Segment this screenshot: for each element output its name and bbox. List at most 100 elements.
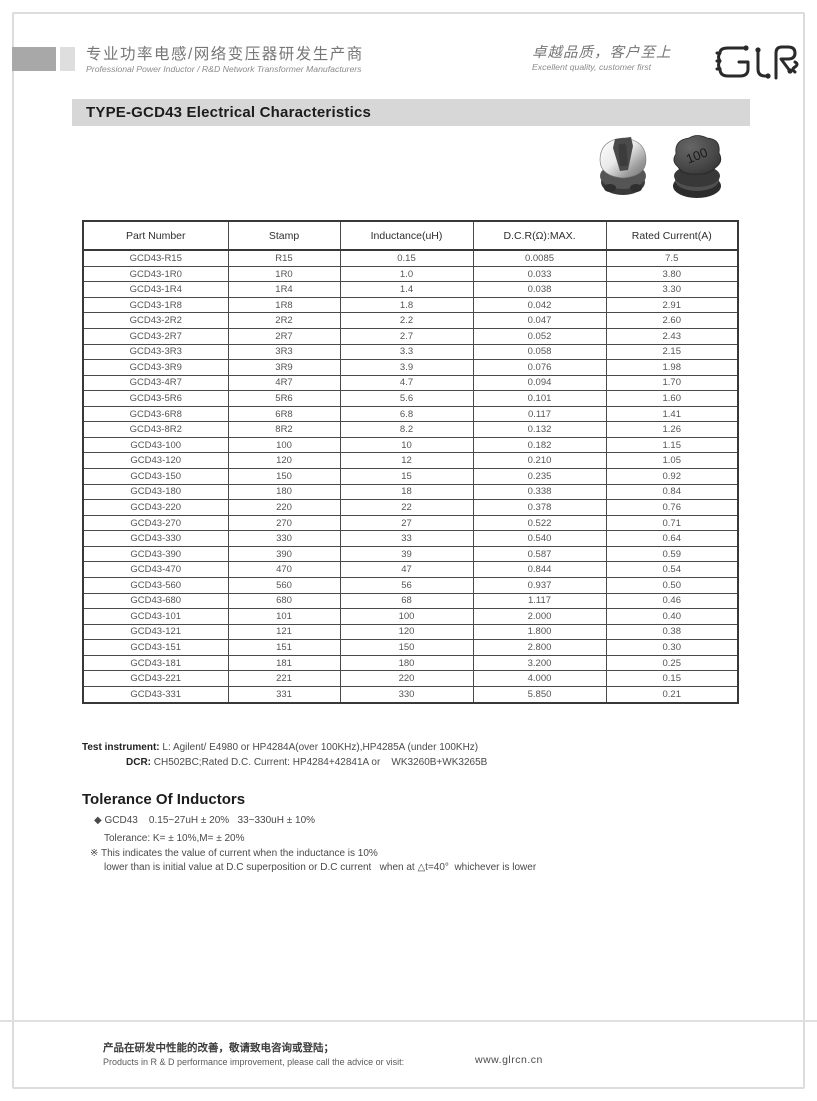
footer-website-link[interactable]: www.glrcn.cn	[475, 1054, 543, 1066]
table-cell: GCD43-221	[82, 670, 229, 687]
table-cell: 56	[339, 576, 474, 594]
footer-note-en: Products in R & D performance improvemen…	[103, 1057, 405, 1067]
table-cell: 15	[339, 468, 474, 485]
table-row: GCD43-2R2 2R2 2.2 0.047 2.60	[82, 312, 739, 329]
table-row: GCD43-5R6 5R6 5.6 0.101 1.60	[82, 390, 739, 407]
table-cell: 3.30	[605, 281, 739, 298]
tolerance-line-3: ※ This indicates the value of current wh…	[90, 848, 378, 859]
table-row: GCD43-R15 R15 0.15 0.0085 7.5	[82, 249, 739, 267]
table-cell: 2.000	[472, 608, 607, 625]
table-cell: 0.71	[605, 514, 739, 532]
table-cell: 0.378	[472, 499, 607, 516]
table-cell: 2.2	[339, 312, 474, 329]
table-cell: GCD43-2R2	[82, 312, 229, 329]
column-header: Part Number	[82, 220, 229, 251]
table-row: GCD43-470 470 47 0.844 0.54	[82, 561, 739, 578]
footer-divider	[0, 1020, 817, 1022]
table-header-row: Part Number Stamp Inductance(uH) D.C.R(Ω):M…	[82, 220, 739, 251]
table-cell: 0.25	[605, 654, 739, 672]
column-header: D.C.R(Ω):MAX.	[472, 220, 607, 251]
table-row: GCD43-181 181 180 3.200 0.25	[82, 654, 739, 672]
table-cell: 0.38	[605, 623, 739, 641]
table-cell: 220	[339, 670, 474, 687]
table-cell: 8.2	[339, 421, 474, 438]
table-cell: 4.7	[339, 374, 474, 392]
table-cell: 1.4	[339, 281, 474, 298]
table-row: GCD43-151 151 150 2.800 0.30	[82, 639, 739, 656]
tolerance-line-4: lower than is initial value at D.C super…	[104, 862, 537, 873]
table-cell: GCD43-470	[82, 561, 229, 578]
table-cell: 39	[339, 545, 474, 563]
table-cell: 220	[227, 499, 341, 516]
table-cell: 8R2	[227, 421, 341, 438]
header-deco-dark-block	[12, 47, 56, 71]
table-cell: 3.9	[339, 359, 474, 376]
table-cell: 18	[339, 483, 474, 501]
table-cell: 0.338	[472, 483, 607, 501]
table-cell: 0.54	[605, 561, 739, 578]
table-cell: GCD43-120	[82, 452, 229, 470]
table-cell: 0.15	[339, 249, 474, 267]
table-cell: 100	[227, 436, 341, 454]
table-row: GCD43-220 220 22 0.378 0.76	[82, 499, 739, 516]
table-cell: GCD43-330	[82, 530, 229, 547]
inductor-photo-silver	[599, 137, 647, 195]
table-cell: 3.200	[472, 654, 607, 672]
table-cell: 2R7	[227, 327, 341, 345]
table-cell: 120	[339, 623, 474, 641]
table-row: GCD43-4R7 4R7 4.7 0.094 1.70	[82, 374, 739, 392]
table-cell: 0.182	[472, 436, 607, 454]
table-cell: 6.8	[339, 405, 474, 423]
table-cell: GCD43-1R4	[82, 281, 229, 298]
dcr-note: DCR: CH502BC;Rated D.C. Current: HP4284+…	[126, 757, 488, 768]
table-cell: 1.8	[339, 296, 474, 314]
table-cell: 0.042	[472, 296, 607, 314]
column-header: Stamp	[227, 220, 341, 251]
table-cell: GCD43-3R9	[82, 359, 229, 376]
table-cell: 0.101	[472, 390, 607, 407]
table-cell: 3R9	[227, 359, 341, 376]
table-row: GCD43-121 121 120 1.800 0.38	[82, 623, 739, 641]
table-cell: GCD43-390	[82, 545, 229, 563]
table-cell: 47	[339, 561, 474, 578]
table-cell: 0.117	[472, 405, 607, 423]
table-cell: 2.7	[339, 327, 474, 345]
tolerance-line-2: Tolerance: K= ± 10%,M= ± 20%	[104, 833, 245, 844]
table-cell: 0.92	[605, 468, 739, 485]
table-cell: 22	[339, 499, 474, 516]
table-cell: GCD43-181	[82, 654, 229, 672]
table-cell: 120	[227, 452, 341, 470]
table-row: GCD43-1R8 1R8 1.8 0.042 2.91	[82, 296, 739, 314]
table-cell: 0.235	[472, 468, 607, 485]
header-deco-light-block	[60, 47, 75, 71]
page-title: TYPE-GCD43 Electrical Characteristics	[72, 99, 750, 126]
table-cell: GCD43-101	[82, 608, 229, 625]
table-cell: 4R7	[227, 374, 341, 392]
table-cell: 0.210	[472, 452, 607, 470]
table-cell: 1.800	[472, 623, 607, 641]
table-cell: 181	[227, 654, 341, 672]
table-cell: GCD43-5R6	[82, 390, 229, 407]
test-instrument-note: Test instrument: L: Agilent/ E4980 or HP…	[82, 742, 479, 753]
test-instrument-label: Test instrument:	[82, 742, 160, 753]
table-cell: GCD43-560	[82, 576, 229, 594]
table-row: GCD43-560 560 56 0.937 0.50	[82, 576, 739, 594]
table-cell: 3R3	[227, 343, 341, 361]
table-row: GCD43-1R4 1R4 1.4 0.038 3.30	[82, 281, 739, 298]
table-cell: 0.76	[605, 499, 739, 516]
column-header: Rated Current(A)	[605, 220, 739, 251]
table-row: GCD43-221 221 220 4.000 0.15	[82, 670, 739, 687]
table-row: GCD43-680 680 68 1.117 0.46	[82, 592, 739, 610]
table-cell: 100	[339, 608, 474, 625]
table-cell: 68	[339, 592, 474, 610]
table-cell: 3.3	[339, 343, 474, 361]
table-cell: 2.91	[605, 296, 739, 314]
table-cell: 2R2	[227, 312, 341, 329]
table-cell: 1.70	[605, 374, 739, 392]
table-cell: 2.43	[605, 327, 739, 345]
spec-table-body: GCD43-R15 R15 0.15 0.0085 7.5 GCD43-1R0 1R0 1.0…	[82, 249, 739, 704]
table-cell: GCD43-6R8	[82, 405, 229, 423]
table-cell: GCD43-150	[82, 468, 229, 485]
table-cell: 0.15	[605, 670, 739, 687]
table-row: GCD43-2R7 2R7 2.7 0.052 2.43	[82, 327, 739, 345]
